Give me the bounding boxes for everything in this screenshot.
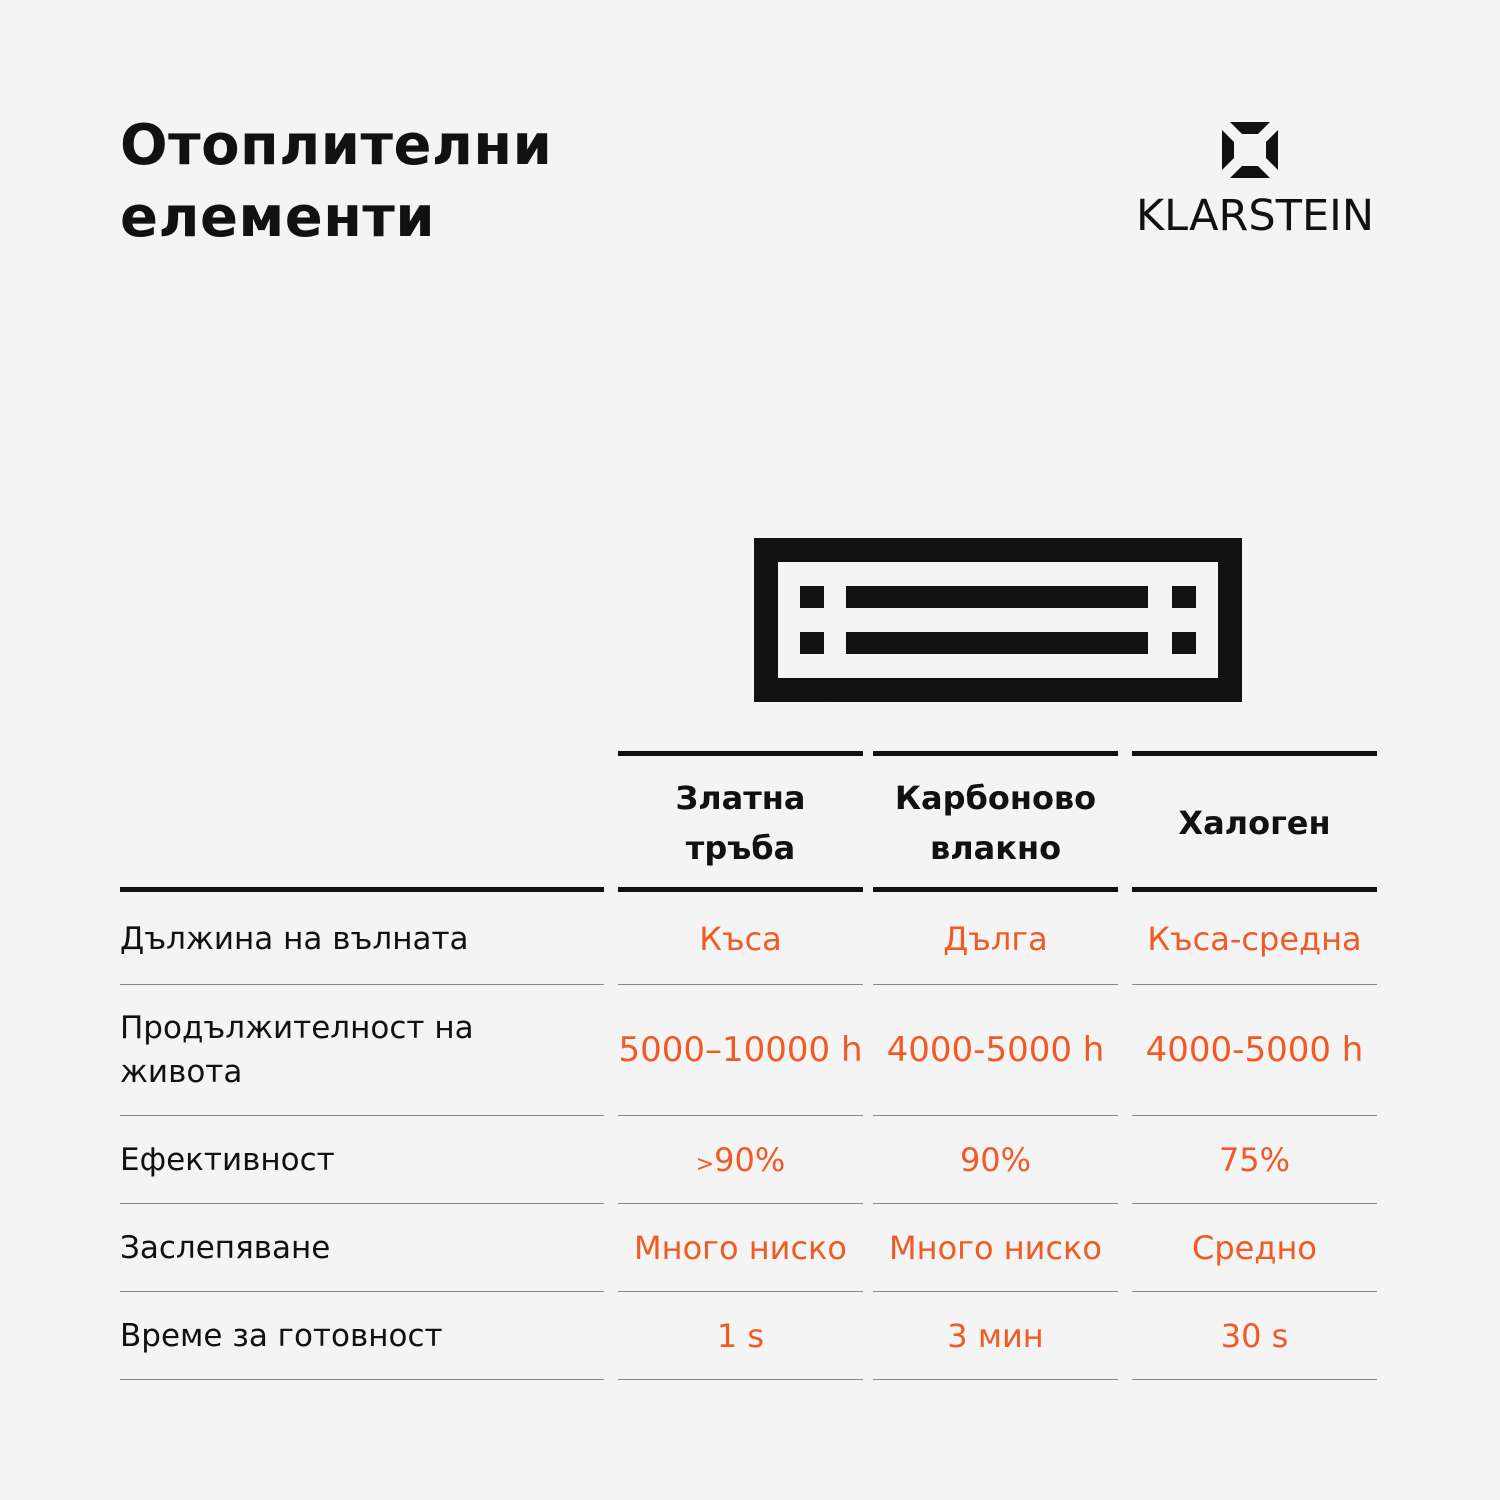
row-divider	[1132, 1115, 1377, 1116]
table-cell: 3 мин	[947, 1316, 1044, 1355]
row-divider	[120, 1115, 604, 1116]
row-label-glare: Заслепяване	[120, 1229, 331, 1266]
infrared-heater-icon	[754, 538, 1242, 702]
header-bottom-rule-col-3	[1132, 887, 1377, 892]
row-divider	[618, 1291, 863, 1292]
row-label-efficiency: Ефективност	[120, 1141, 335, 1178]
row-divider	[120, 1203, 604, 1204]
table-cell: Къса-средна	[1147, 920, 1362, 958]
table-cell: Много ниско	[634, 1228, 847, 1267]
row-divider	[1132, 1203, 1377, 1204]
brand-logo: KLARSTEIN	[1110, 118, 1400, 248]
row-divider	[120, 984, 604, 985]
table-cell: 30 s	[1220, 1316, 1289, 1355]
table-cell: 4000-5000 h	[886, 1030, 1105, 1070]
row-divider	[873, 1291, 1118, 1292]
table-cell: >90%	[695, 1140, 786, 1179]
table-cell: Много ниско	[889, 1228, 1102, 1267]
row-label-wavelength: Дължина на вълната	[120, 921, 469, 957]
header-top-rule-col-2	[873, 751, 1118, 756]
row-divider	[873, 1379, 1118, 1380]
row-divider	[120, 1291, 604, 1292]
row-divider	[618, 1379, 863, 1380]
table-cell: Средно	[1192, 1228, 1317, 1267]
header-bottom-rule-col-1	[618, 887, 863, 892]
column-header-gold-tube: Златна тръба	[675, 779, 806, 867]
title-line-2: елементи	[120, 185, 436, 250]
page-title: Отоплителни елементи	[120, 110, 680, 254]
header-bottom-rule-col-2	[873, 887, 1118, 892]
row-divider	[618, 1203, 863, 1204]
row-label-lifetime: Продължителност на живота	[120, 1010, 474, 1090]
row-label-warmup-time: Време за готовност	[120, 1317, 443, 1354]
row-divider	[618, 984, 863, 985]
klarstein-logo-mark-icon	[1222, 122, 1278, 178]
row-divider	[873, 1115, 1118, 1116]
column-header-carbon-fiber: Карбоново влакно	[894, 779, 1097, 867]
row-divider	[873, 1203, 1118, 1204]
row-divider	[873, 984, 1118, 985]
table-cell: Дълга	[943, 920, 1048, 958]
brand-wordmark: KLARSTEIN	[1135, 191, 1374, 241]
header-bottom-rule-label	[120, 887, 604, 892]
row-divider	[120, 1379, 604, 1380]
row-divider	[618, 1115, 863, 1116]
row-divider	[1132, 1291, 1377, 1292]
row-divider	[1132, 984, 1377, 985]
table-cell: Къса	[699, 920, 782, 958]
table-cell: 75%	[1218, 1140, 1291, 1179]
table-cell: 1 s	[716, 1316, 765, 1355]
table-cell: 90%	[959, 1140, 1032, 1179]
table-cell: 5000–10000 h	[618, 1030, 863, 1070]
column-header-halogen: Халоген	[1178, 804, 1331, 842]
title-line-1: Отоплителни	[120, 113, 553, 178]
row-divider	[1132, 1379, 1377, 1380]
header-top-rule-col-1	[618, 751, 863, 756]
table-cell: 4000-5000 h	[1145, 1030, 1364, 1070]
header-top-rule-col-3	[1132, 751, 1377, 756]
